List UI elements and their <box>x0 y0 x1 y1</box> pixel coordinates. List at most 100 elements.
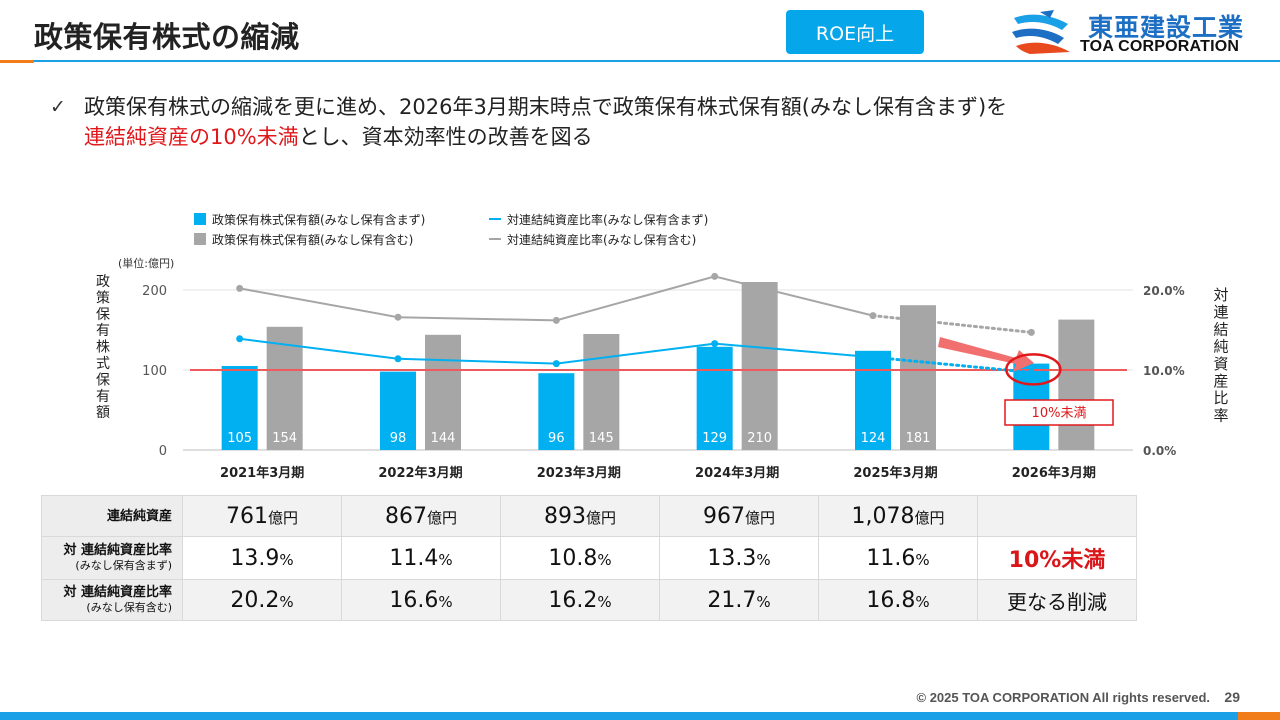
footer-bar <box>0 712 1280 720</box>
cell-unit: % <box>438 550 453 569</box>
bar <box>900 305 936 450</box>
bar-data-label: 154 <box>272 431 297 446</box>
cell-unit: % <box>279 592 294 611</box>
table-cell: 20.2% <box>182 579 342 621</box>
legend-label: 対連結純資産比率(みなし保有含む) <box>507 232 696 247</box>
y2-tick-label: 10.0% <box>1143 364 1185 378</box>
cell-unit: % <box>279 550 294 569</box>
line-point <box>236 284 244 292</box>
table-cell: 867億円 <box>341 495 501 537</box>
line-point <box>1027 368 1035 376</box>
net-assets-table: 連結純資産 761億円 867億円 893億円 967億円 1,078億円対 連結純資産比… <box>41 495 1137 621</box>
series-line <box>239 275 874 322</box>
table-cell: 16.2% <box>500 579 660 621</box>
table-row: 連結純資産 761億円 867億円 893億円 967億円 1,078億円 <box>41 495 1137 537</box>
x-tick-label: 2021年3月期 <box>220 465 304 481</box>
company-logo: 東亜建設工業 TOA CORPORATION <box>1010 8 1250 58</box>
target-highlight-circle <box>1005 353 1062 386</box>
bar-data-label: 181 <box>906 431 931 446</box>
cell-unit: % <box>915 550 930 569</box>
line-point <box>869 353 877 361</box>
cell-unit: % <box>597 592 612 611</box>
table-cell: 21.7% <box>659 579 819 621</box>
y2-tick-label: 0.0% <box>1143 444 1176 458</box>
line-point <box>394 313 402 321</box>
cell-value: 867 <box>384 503 427 529</box>
cell-value: 21.7 <box>707 587 757 613</box>
cell-value: 10.8 <box>548 545 598 571</box>
y-tick-label: 200 <box>142 284 167 299</box>
bar-data-label: 145 <box>589 431 614 446</box>
logo-japanese-name: 東亜建設工業 <box>1088 13 1245 42</box>
lead-text-before: 政策保有株式の縮減を更に進め、2026年3月期末時点で政策保有株式保有額(みなし… <box>84 95 1008 119</box>
cell-value: 11.4 <box>389 545 439 571</box>
bar-data-label: 98 <box>390 431 407 446</box>
unit-label: (単位:億円) <box>118 256 174 270</box>
row-header-subtitle: (みなし保有含まず) <box>75 559 172 572</box>
cell-value: 1,078 <box>851 503 915 529</box>
bar-data-label: 144 <box>431 431 456 446</box>
target-annotation-text: 10%未満 <box>1032 406 1087 421</box>
logo-english-name: TOA CORPORATION <box>1080 38 1240 55</box>
table-cell: 16.8% <box>818 579 978 621</box>
table-cell <box>977 495 1137 537</box>
table-cell: 16.6% <box>341 579 501 621</box>
cell-unit: 億円 <box>585 508 616 527</box>
legend-label: 政策保有株式保有額(みなし保有含まず) <box>212 212 425 227</box>
row-header: 連結純資産 <box>41 495 183 537</box>
cell-unit: % <box>438 592 453 611</box>
cell-unit: 億円 <box>744 508 775 527</box>
series-line <box>239 337 874 365</box>
cell-unit: 億円 <box>914 508 945 527</box>
line-point <box>552 360 560 368</box>
y-tick-label: 0 <box>159 444 167 459</box>
table-cell: 11.6% <box>818 536 978 580</box>
cell-unit: 億円 <box>426 508 457 527</box>
bar-data-label: 124 <box>861 431 886 446</box>
page-title: 政策保有株式の縮減 <box>34 20 300 54</box>
table-cell: 1,078億円 <box>818 495 978 537</box>
table-cell: 10%未満 <box>977 536 1137 580</box>
cell-value: 761 <box>225 503 268 529</box>
line-point <box>869 312 877 320</box>
cell-unit: % <box>915 592 930 611</box>
toa-logo-mark-icon <box>1012 10 1070 54</box>
table-cell: 10.8% <box>500 536 660 580</box>
table-cell: 761億円 <box>182 495 342 537</box>
y-axis-title: 政策保有株式保有額 <box>96 274 110 421</box>
table-cell: 967億円 <box>659 495 819 537</box>
roe-badge: ROE向上 <box>786 10 924 54</box>
row-header-title: 対 連結純資産比率 <box>63 543 172 558</box>
line-point <box>236 335 244 343</box>
table-cell: 893億円 <box>500 495 660 537</box>
y2-tick-label: 20.0% <box>1143 284 1185 298</box>
cell-value: 20.2 <box>230 587 280 613</box>
bar-data-label: 129 <box>702 431 727 446</box>
bar-data-label: 210 <box>747 431 772 446</box>
table-cell: 11.4% <box>341 536 501 580</box>
y-tick-label: 100 <box>142 364 167 379</box>
bar-data-label: 96 <box>548 431 565 446</box>
cell-unit: 億円 <box>267 508 298 527</box>
cell-value: 11.6 <box>866 545 916 571</box>
target-annotation-box <box>1004 399 1114 426</box>
cell-value: 967 <box>702 503 745 529</box>
bar <box>425 334 461 450</box>
check-icon: ✓ <box>50 96 66 118</box>
cell-unit: % <box>756 550 771 569</box>
series-line-forecast <box>871 314 1033 334</box>
bar <box>538 373 575 450</box>
x-tick-label: 2026年3月期 <box>1012 465 1096 481</box>
lead-text-after: とし、資本効率性の改善を図る <box>298 125 593 149</box>
line-point <box>711 340 719 348</box>
cell-value: 893 <box>543 503 586 529</box>
footer-bar-accent <box>1238 712 1280 720</box>
cell-value: 16.2 <box>548 587 598 613</box>
table-cell: 13.3% <box>659 536 819 580</box>
table-row: 対 連結純資産比率 (みなし保有含む) 20.2% 16.6% 16.2% 21.7% 16… <box>41 579 1137 621</box>
title-divider <box>0 60 1280 62</box>
line-point <box>552 316 560 324</box>
table-row: 対 連結純資産比率 (みなし保有含まず) 13.9% 11.4% 10.8% 13.3% 1… <box>41 536 1137 580</box>
cell-value: 16.8 <box>866 587 916 613</box>
y2-axis-title: 対連結純資産比率 <box>1213 286 1228 424</box>
